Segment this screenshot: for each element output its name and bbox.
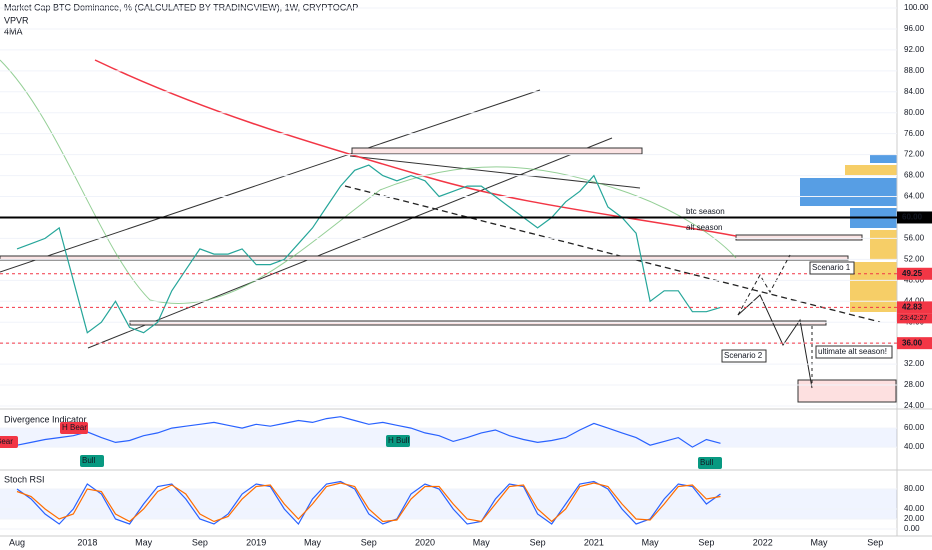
- y-tick-label: 52.00: [904, 254, 925, 263]
- annotation: btc season: [686, 207, 725, 216]
- y-tick-label: 20.00: [904, 514, 925, 523]
- price-tag-label: 36.00: [902, 338, 923, 347]
- x-tick-label: 2020: [415, 537, 435, 547]
- price-tag-label: 49.25: [902, 269, 923, 278]
- price-tag-label: 60.00: [902, 213, 923, 222]
- vp-bar: [870, 230, 897, 260]
- zone-box: [352, 148, 642, 154]
- vp-bar: [870, 155, 897, 163]
- y-tick-label: 96.00: [904, 24, 925, 33]
- y-tick-label: 100.00: [904, 3, 929, 12]
- x-tick-label: May: [304, 537, 322, 547]
- x-tick-label: May: [642, 537, 660, 547]
- y-tick-label: 88.00: [904, 66, 925, 75]
- x-tick-label: 2018: [77, 537, 97, 547]
- y-tick-label: 76.00: [904, 129, 925, 138]
- indicator-label: VPVR: [4, 15, 29, 25]
- annotation: H Bear: [62, 423, 87, 432]
- zone-box: [130, 321, 826, 325]
- y-tick-label: 40.00: [904, 442, 925, 451]
- annotation: ultimate alt season!: [818, 347, 887, 356]
- annotation: Scenario 1: [812, 263, 851, 272]
- vp-bar: [845, 165, 897, 175]
- y-tick-label: 80.00: [904, 108, 925, 117]
- annotation: Bull: [82, 456, 96, 465]
- annotation: Scenario 2: [724, 351, 763, 360]
- y-tick-label: 56.00: [904, 234, 925, 243]
- target-box: [798, 380, 896, 402]
- y-tick-label: 68.00: [904, 171, 925, 180]
- y-tick-label: 64.00: [904, 192, 925, 201]
- x-tick-label: May: [135, 537, 153, 547]
- countdown: 23:42:27: [900, 315, 927, 322]
- vp-bar: [800, 178, 897, 206]
- x-tick-label: 2021: [584, 537, 604, 547]
- indicator-label: 4MA: [4, 26, 23, 36]
- y-tick-label: 32.00: [904, 359, 925, 368]
- vp-bar: [850, 262, 897, 312]
- zone-box: [736, 235, 862, 240]
- x-tick-label: 2019: [246, 537, 266, 547]
- chart: Market Cap BTC Dominance, % (CALCULATED …: [0, 0, 932, 550]
- x-tick-label: Sep: [698, 537, 714, 547]
- y-tick-label: 28.00: [904, 380, 925, 389]
- price-tag-label: 42.83: [902, 302, 923, 311]
- y-tick-label: 60.00: [904, 423, 925, 432]
- annotation: Bear: [0, 437, 13, 446]
- x-tick-label: 2022: [753, 537, 773, 547]
- y-tick-label: 24.00: [904, 401, 925, 410]
- y-tick-label: 92.00: [904, 45, 925, 54]
- x-tick-label: May: [810, 537, 828, 547]
- band: [0, 428, 897, 447]
- y-tick-label: 72.00: [904, 150, 925, 159]
- y-tick-label: 84.00: [904, 87, 925, 96]
- x-tick-label: Sep: [530, 537, 546, 547]
- x-tick-label: Sep: [361, 537, 377, 547]
- annotation: H Bull: [388, 436, 410, 445]
- panel-title: Stoch RSI: [4, 474, 45, 484]
- x-tick-label: Sep: [192, 537, 208, 547]
- band: [0, 489, 897, 519]
- x-tick-label: Sep: [867, 537, 883, 547]
- annotation: Bull: [700, 458, 714, 467]
- background: [0, 0, 932, 550]
- annotation: alt season: [686, 223, 722, 232]
- y-tick-label: 40.00: [904, 504, 925, 513]
- y-tick-label: 80.00: [904, 484, 925, 493]
- chart-title: Market Cap BTC Dominance, % (CALCULATED …: [4, 2, 358, 12]
- y-tick-label: 0.00: [904, 524, 920, 533]
- x-tick-label: Aug: [9, 537, 25, 547]
- x-tick-label: May: [473, 537, 491, 547]
